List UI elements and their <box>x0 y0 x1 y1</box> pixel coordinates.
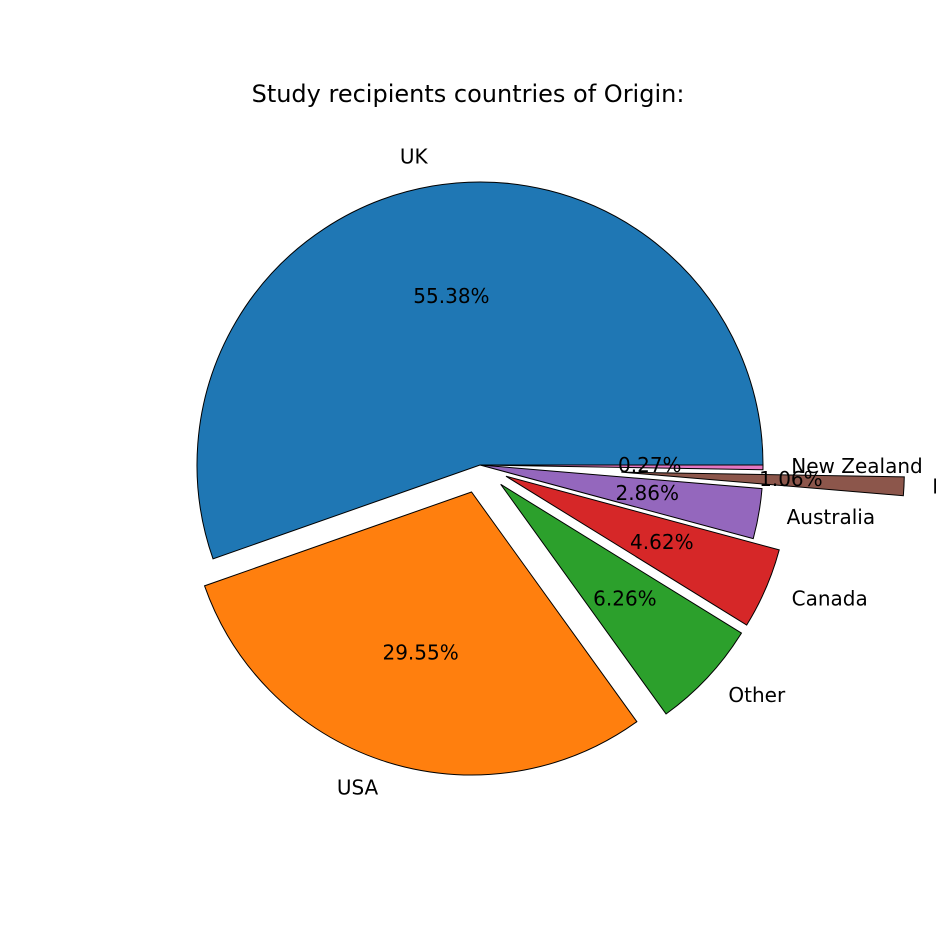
pie-label-canada: Canada <box>792 586 868 610</box>
pie-pct-label-canada: 4.62% <box>630 530 694 554</box>
pie-pct-label-new-zealand: 0.27% <box>618 453 682 477</box>
pie-pct-label-other: 6.26% <box>593 587 657 611</box>
pie-label-uk: UK <box>400 145 429 169</box>
pie-label-new-zealand: New Zealand <box>791 454 922 478</box>
pie-slice-new-zealand <box>479 464 764 471</box>
pie-slice-other <box>500 483 743 715</box>
pie-pct-label-f: 1.06% <box>759 467 823 491</box>
pie-label-other: Other <box>728 683 786 707</box>
pie-label-usa: USA <box>337 775 379 799</box>
pie-slice-canada <box>505 475 780 626</box>
chart-title: Study recipients countries of Origin: <box>251 80 685 108</box>
pie-pct-label-australia: 2.86% <box>615 481 679 505</box>
pie-slice-usa <box>203 491 638 776</box>
pie-slice-australia <box>479 464 763 540</box>
pie-pct-label-usa: 29.55% <box>382 640 458 664</box>
pie-label-australia: Australia <box>787 505 875 529</box>
pie-slice-f <box>621 471 905 497</box>
pie-pct-label-uk: 55.38% <box>413 284 489 308</box>
pie-label-f: F <box>932 474 936 498</box>
